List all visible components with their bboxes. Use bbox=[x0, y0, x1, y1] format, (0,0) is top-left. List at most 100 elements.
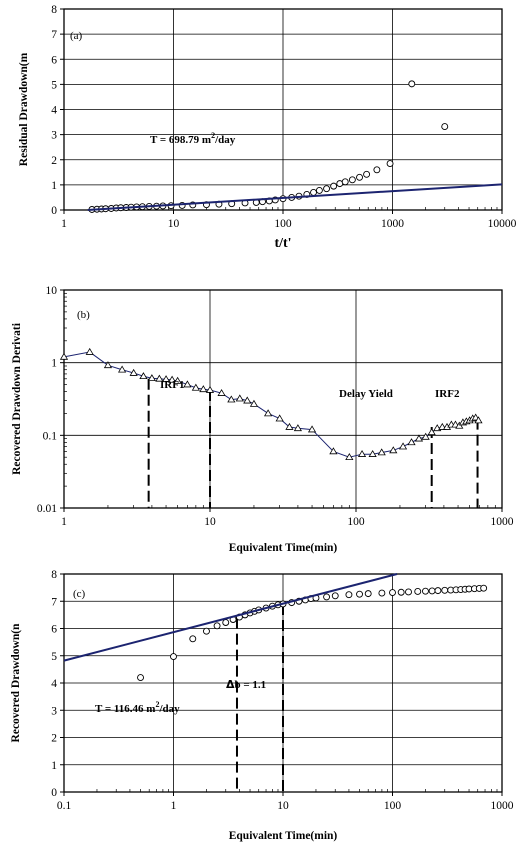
data-point bbox=[331, 592, 339, 600]
annotation-text: T = 116.46 m bbox=[95, 703, 155, 715]
data-point bbox=[364, 590, 372, 598]
chart-panel-2: 1 10 100 1000 0.01 0.1 1 10 Equivalent Time(min)… bbox=[11, 285, 514, 554]
annotation-unit: /day bbox=[214, 134, 236, 146]
annotation-text: IRF2 bbox=[435, 388, 460, 400]
y-tick-label: 3 bbox=[51, 705, 57, 717]
data-point bbox=[389, 589, 396, 596]
annotation-unit: /day bbox=[158, 703, 180, 715]
x-axis-label: Equivalent Time(min) bbox=[229, 542, 338, 554]
y-tick-label: 1 bbox=[51, 760, 57, 772]
data-point bbox=[249, 399, 259, 407]
data-point bbox=[378, 589, 386, 597]
data-point bbox=[243, 396, 252, 404]
annotation-text: T = 698.79 m bbox=[150, 134, 211, 146]
data-point bbox=[480, 584, 488, 592]
plot-frame bbox=[63, 573, 503, 793]
data-point bbox=[170, 653, 177, 661]
data-point bbox=[455, 421, 464, 429]
data-point bbox=[189, 635, 197, 643]
y-tick-label: 8 bbox=[51, 569, 57, 581]
data-point bbox=[85, 347, 94, 355]
annotation-text: Delay Yield bbox=[339, 388, 393, 400]
data-point bbox=[389, 446, 398, 454]
data-point bbox=[217, 389, 226, 396]
y-axis-label: Residual Drawdown(m bbox=[18, 52, 30, 166]
data-point bbox=[275, 414, 284, 422]
data-point bbox=[117, 365, 127, 373]
y-tick-label: 4 bbox=[51, 105, 57, 117]
annotation-superscript: 2 bbox=[211, 131, 215, 140]
y-tick-label: 7 bbox=[51, 29, 57, 41]
data-point bbox=[441, 586, 449, 594]
x-tick-label: 100 bbox=[347, 516, 365, 528]
data-point bbox=[310, 188, 317, 196]
y-axis-label: Recovered Drawdown Derivati bbox=[11, 322, 23, 475]
x-axis-label: Equivalent Time(min) bbox=[229, 830, 338, 842]
data-point bbox=[285, 422, 294, 430]
data-point bbox=[222, 619, 230, 626]
data-point bbox=[191, 383, 200, 391]
x-tick-label: 100 bbox=[274, 218, 292, 230]
y-tick-label: 5 bbox=[51, 79, 57, 91]
y-tick-label: 4 bbox=[51, 678, 57, 690]
data-point bbox=[329, 447, 338, 455]
data-point bbox=[427, 428, 436, 436]
x-tick-label: 100 bbox=[384, 800, 402, 812]
delta-symbol: Δ bbox=[226, 678, 235, 691]
x-tick-label: 1 bbox=[171, 800, 177, 812]
annotation: IRF1 bbox=[160, 379, 184, 391]
x-tick-label: 1 bbox=[61, 218, 67, 230]
y-tick-label: 0.01 bbox=[37, 503, 57, 515]
data-point bbox=[356, 590, 363, 598]
data-point bbox=[421, 432, 430, 440]
data-point bbox=[414, 587, 422, 595]
y-tick-label: 0 bbox=[51, 787, 57, 799]
x-tick-label: 10 bbox=[204, 516, 216, 528]
data-point bbox=[356, 173, 363, 181]
data-point bbox=[167, 375, 177, 383]
data-point bbox=[315, 186, 323, 194]
y-tick-label: 6 bbox=[51, 624, 57, 636]
y-tick-label: 10 bbox=[46, 285, 58, 297]
data-point bbox=[227, 395, 236, 403]
y-tick-label: 1 bbox=[51, 180, 57, 192]
x-tick-label: 1 bbox=[61, 516, 67, 528]
data-point bbox=[183, 380, 192, 388]
plot-frame bbox=[63, 8, 503, 211]
data-point bbox=[59, 352, 69, 360]
data-point bbox=[428, 587, 436, 595]
annotation-superscript: 2 bbox=[155, 700, 159, 709]
x-tick-label: 10 bbox=[168, 218, 180, 230]
annotation-text: IRF1 bbox=[160, 379, 184, 391]
y-tick-label: 2 bbox=[51, 733, 57, 745]
data-point bbox=[397, 588, 405, 596]
data-point bbox=[213, 622, 221, 630]
data-point bbox=[307, 425, 317, 433]
x-tick-label: 1000 bbox=[491, 800, 514, 812]
data-point bbox=[341, 178, 349, 186]
data-point bbox=[323, 185, 331, 193]
data-point bbox=[155, 374, 164, 382]
data-point bbox=[103, 361, 113, 369]
chart-panel-3: 0.1 1 10 100 1000 0 1 2 3 4 5 6 7 8 Equivalent Time(mi… bbox=[10, 569, 514, 842]
x-tick-label: 10000 bbox=[488, 218, 517, 230]
y-tick-label: 7 bbox=[51, 596, 57, 608]
data-point bbox=[203, 627, 210, 635]
annotation: Δb = 1.1 bbox=[226, 678, 266, 691]
data-point bbox=[398, 442, 408, 450]
annotation-text: b = 1.1 bbox=[235, 679, 267, 691]
x-tick-label: 1000 bbox=[491, 516, 514, 528]
data-point bbox=[147, 374, 157, 382]
data-point bbox=[373, 166, 381, 174]
panel-label: (b) bbox=[77, 309, 90, 321]
y-tick-label: 0.1 bbox=[43, 430, 58, 442]
data-point bbox=[345, 453, 354, 460]
data-point bbox=[422, 587, 429, 595]
annotation: T = 698.79 m2/day bbox=[150, 131, 236, 146]
data-point bbox=[414, 434, 424, 442]
data-point bbox=[330, 182, 338, 190]
annotation: IRF2 bbox=[435, 388, 460, 400]
data-point bbox=[137, 674, 144, 681]
data-point bbox=[474, 416, 483, 424]
